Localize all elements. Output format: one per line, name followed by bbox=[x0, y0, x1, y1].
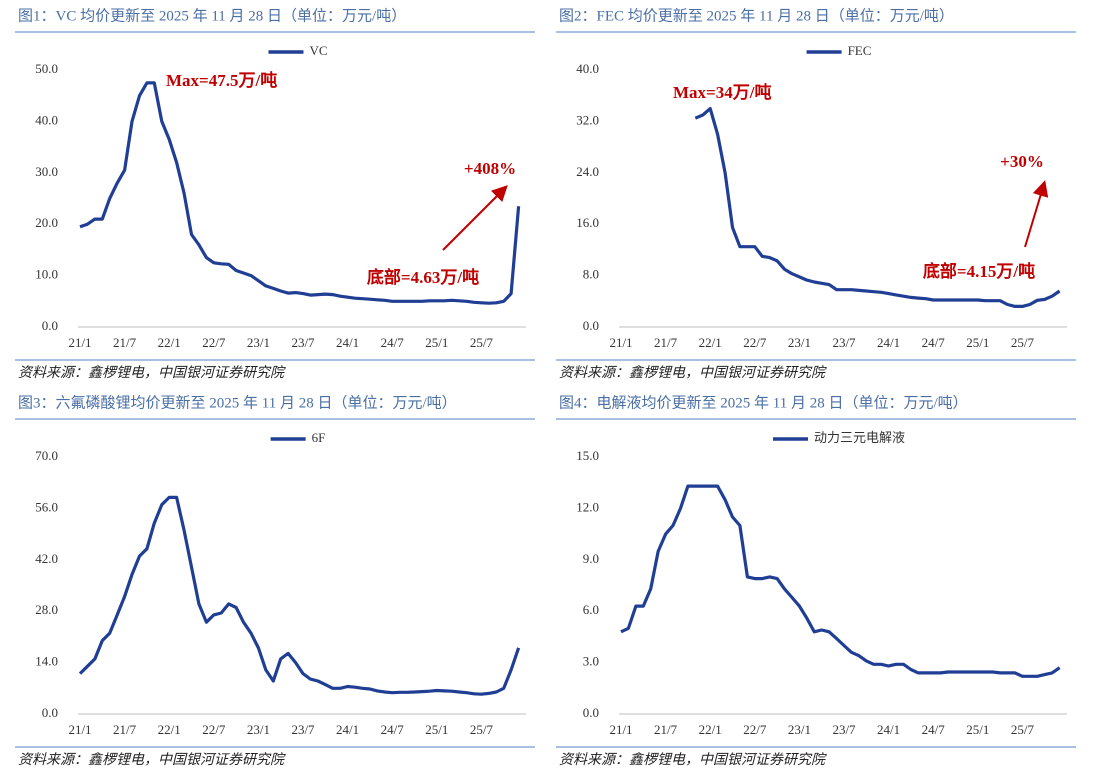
line-series bbox=[79, 81, 521, 305]
annotation: +408% bbox=[464, 159, 516, 178]
line-series bbox=[620, 484, 1061, 678]
y-tick-label: 10.0 bbox=[35, 267, 58, 282]
y-tick-label: 32.0 bbox=[576, 112, 599, 127]
line-series bbox=[694, 107, 1061, 308]
x-tick-label: 23/1 bbox=[788, 335, 811, 350]
x-tick-label: 22/1 bbox=[699, 335, 722, 350]
y-tick-label: 0.0 bbox=[42, 705, 58, 720]
x-tick-label: 22/7 bbox=[743, 722, 767, 737]
chart-title: 图1：VC 均价更新至 2025 年 11 月 28 日（单位：万元/吨） bbox=[18, 7, 406, 24]
x-tick-label: 23/1 bbox=[247, 335, 270, 350]
y-tick-label: 0.0 bbox=[583, 705, 599, 720]
x-tick-label: 22/1 bbox=[158, 722, 181, 737]
y-tick-label: 16.0 bbox=[576, 215, 599, 230]
x-tick-label: 24/7 bbox=[922, 722, 946, 737]
y-tick-label: 42.0 bbox=[35, 551, 58, 566]
x-tick-label: 23/7 bbox=[832, 722, 856, 737]
chart-title: 图3：六氟磷酸锂均价更新至 2025 年 11 月 28 日（单位：万元/吨） bbox=[18, 394, 457, 411]
y-tick-label: 40.0 bbox=[576, 61, 599, 76]
x-tick-label: 23/7 bbox=[291, 335, 315, 350]
x-tick-label: 22/7 bbox=[202, 335, 226, 350]
y-tick-label: 0.0 bbox=[42, 318, 58, 333]
source-note: 资料来源：鑫椤锂电，中国银河证券研究院 bbox=[559, 365, 827, 381]
x-tick-label: 24/7 bbox=[922, 335, 946, 350]
x-tick-label: 22/7 bbox=[743, 335, 767, 350]
y-tick-label: 30.0 bbox=[35, 164, 58, 179]
annotation: 底部=4.15万/吨 bbox=[923, 261, 1035, 281]
x-tick-label: 25/7 bbox=[1011, 335, 1035, 350]
x-tick-label: 22/1 bbox=[158, 335, 181, 350]
y-tick-label: 56.0 bbox=[35, 499, 58, 514]
x-tick-label: 23/7 bbox=[291, 722, 315, 737]
y-tick-label: 3.0 bbox=[583, 654, 599, 669]
annotation: Max=47.5万/吨 bbox=[166, 70, 277, 90]
legend-label: VC bbox=[309, 43, 327, 58]
x-tick-label: 21/1 bbox=[68, 335, 91, 350]
chart-title: 图2：FEC 均价更新至 2025 年 11 月 28 日（单位：万元/吨） bbox=[559, 7, 954, 24]
annotation-arrow bbox=[1024, 180, 1049, 248]
x-tick-label: 24/7 bbox=[381, 722, 405, 737]
x-tick-label: 24/1 bbox=[336, 335, 359, 350]
annotation: Max=34万/吨 bbox=[673, 82, 771, 102]
y-tick-label: 8.0 bbox=[583, 267, 599, 282]
x-tick-label: 21/1 bbox=[609, 335, 632, 350]
x-tick-label: 21/7 bbox=[113, 335, 137, 350]
x-tick-label: 24/7 bbox=[381, 335, 405, 350]
x-tick-label: 21/7 bbox=[113, 722, 137, 737]
x-tick-label: 23/1 bbox=[247, 722, 270, 737]
y-tick-label: 28.0 bbox=[35, 602, 58, 617]
x-tick-label: 25/1 bbox=[966, 335, 989, 350]
x-tick-label: 24/1 bbox=[336, 722, 359, 737]
y-tick-label: 15.0 bbox=[576, 448, 599, 463]
y-tick-label: 40.0 bbox=[35, 112, 58, 127]
x-tick-label: 25/1 bbox=[425, 335, 448, 350]
source-note: 资料来源：鑫椤锂电，中国银河证券研究院 bbox=[18, 752, 286, 768]
x-tick-label: 25/1 bbox=[425, 722, 448, 737]
line-series bbox=[78, 495, 521, 696]
x-tick-label: 21/7 bbox=[654, 335, 678, 350]
chart-title: 图4：电解液均价更新至 2025 年 11 月 28 日（单位：万元/吨） bbox=[559, 394, 968, 411]
y-tick-label: 24.0 bbox=[576, 164, 599, 179]
annotation: +30% bbox=[1000, 152, 1044, 171]
x-tick-label: 25/7 bbox=[470, 722, 494, 737]
annotation-arrow bbox=[442, 185, 508, 251]
x-tick-label: 21/1 bbox=[609, 722, 632, 737]
y-tick-label: 6.0 bbox=[583, 602, 599, 617]
y-tick-label: 14.0 bbox=[35, 654, 58, 669]
x-tick-label: 25/1 bbox=[966, 722, 989, 737]
x-tick-label: 22/1 bbox=[699, 722, 722, 737]
legend-label: 动力三元电解液 bbox=[814, 430, 905, 445]
x-tick-label: 24/1 bbox=[877, 335, 900, 350]
y-tick-label: 50.0 bbox=[35, 61, 58, 76]
source-note: 资料来源：鑫椤锂电，中国银河证券研究院 bbox=[18, 365, 286, 381]
y-tick-label: 0.0 bbox=[583, 318, 599, 333]
x-tick-label: 25/7 bbox=[1011, 722, 1035, 737]
y-tick-label: 9.0 bbox=[583, 551, 599, 566]
x-tick-label: 21/7 bbox=[654, 722, 678, 737]
y-tick-label: 12.0 bbox=[576, 499, 599, 514]
y-tick-label: 70.0 bbox=[35, 448, 58, 463]
x-tick-label: 25/7 bbox=[470, 335, 494, 350]
source-note: 资料来源：鑫椤锂电，中国银河证券研究院 bbox=[559, 752, 827, 768]
x-tick-label: 23/1 bbox=[788, 722, 811, 737]
legend-label: FEC bbox=[848, 43, 872, 58]
legend-label: 6F bbox=[312, 430, 326, 445]
x-tick-label: 23/7 bbox=[832, 335, 856, 350]
x-tick-label: 22/7 bbox=[202, 722, 226, 737]
y-tick-label: 20.0 bbox=[35, 215, 58, 230]
x-tick-label: 21/1 bbox=[68, 722, 91, 737]
annotation: 底部=4.63万/吨 bbox=[367, 267, 479, 287]
x-tick-label: 24/1 bbox=[877, 722, 900, 737]
